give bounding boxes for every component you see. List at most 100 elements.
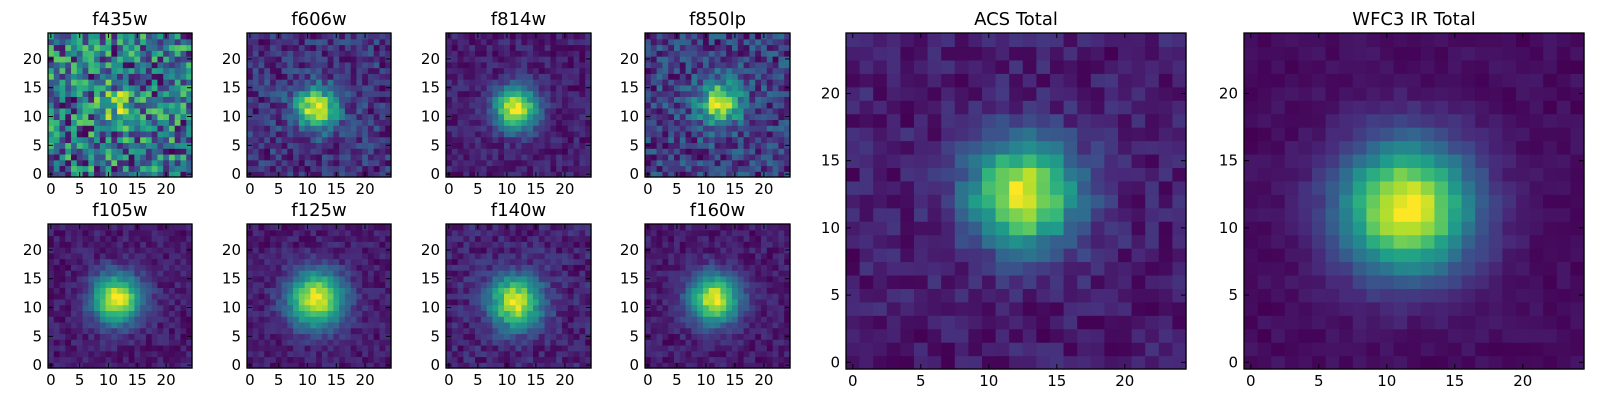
heatmap-cell [145,339,153,346]
heatmap-cell [674,79,681,86]
heatmap-cell [88,38,95,46]
heatmap-cell [168,102,176,109]
heatmap-cell [151,148,159,155]
heatmap-cell [373,73,381,80]
heatmap-cell [573,275,580,283]
heatmap-cell [778,79,785,86]
heatmap-cell [720,56,727,63]
heatmap-cell [504,270,511,277]
heatmap-cell [650,50,658,57]
heatmap-cell [333,61,340,69]
heatmap-cell [544,113,551,120]
heatmap-cell [679,130,687,138]
heatmap-cell [310,252,317,260]
heatmap-cell [333,258,340,265]
heatmap-cell [321,362,329,369]
heatmap-cell [252,142,260,149]
heatmap-cell [784,293,791,300]
heatmap-cell [333,159,340,167]
heatmap-cell [743,304,750,311]
heatmap-cell [749,298,756,306]
heatmap-cell [492,107,499,115]
heatmap-cell [521,350,528,358]
heatmap-cell [186,67,193,74]
heatmap-cell [373,171,381,178]
heatmap-cell [650,287,658,294]
heatmap-cell [451,270,459,277]
heatmap-cell [691,50,698,57]
heatmap-cell [515,321,522,329]
heatmap-cell [567,61,575,69]
heatmap-cell [310,96,317,103]
heatmap-cell [82,264,89,271]
heatmap-cell [350,119,358,126]
heatmap-cell [356,73,363,80]
heatmap-cell [755,310,762,317]
heatmap-cell [339,125,346,132]
heatmap-cell [48,298,55,306]
x-tick-label: 15 [327,180,346,198]
heatmap-cell [498,350,505,358]
heatmap-cell [708,281,716,288]
heatmap-cell [65,293,72,300]
heatmap-cell [298,258,306,265]
heatmap-cell [645,44,652,51]
heatmap-cell [367,252,375,260]
heatmap-cell [344,356,352,363]
heatmap-cell [691,344,698,352]
heatmap-cell [556,56,563,63]
heatmap-cell [544,67,551,74]
heatmap-cell [258,107,265,115]
heatmap-cell [650,321,658,329]
heatmap-cell [743,107,750,115]
heatmap-cell [344,142,352,149]
heatmap-cell [287,38,294,46]
heatmap-cell [755,61,762,69]
heatmap-cell [163,321,170,329]
heatmap-cell [134,90,141,97]
x-tick-label: 5 [473,371,483,389]
heatmap-cell [258,79,265,86]
heatmap-cell [174,350,182,358]
heatmap-cell [533,264,540,271]
heatmap-cell [174,281,182,288]
heatmap-cell [475,125,482,132]
heatmap-cell [446,44,453,51]
heatmap-cell [367,153,375,161]
heatmap-cell [373,229,381,237]
heatmap-cell [140,33,147,40]
heatmap-cell [527,159,534,167]
heatmap-cell [287,113,294,120]
heatmap-cell [350,61,358,69]
heatmap-cell [53,79,61,86]
heatmap-cell [533,321,540,329]
heatmap-cell [344,125,352,132]
heatmap-cell [451,90,459,97]
heatmap-cell [515,90,522,97]
heatmap-cell [82,224,89,231]
heatmap-cell [270,102,277,109]
heatmap-cell [726,61,733,69]
heatmap-cell [469,327,476,335]
heatmap-cell [344,165,352,172]
heatmap-cell [486,56,493,63]
heatmap-cell [469,119,476,126]
heatmap-cell [59,84,66,92]
heatmap-cell [270,327,277,335]
heatmap-cell [451,96,459,103]
heatmap-cell [275,79,283,86]
heatmap-cell [128,79,135,86]
heatmap-cell [784,96,791,103]
heatmap-cell [247,90,254,97]
heatmap-cell [373,130,381,138]
heatmap-cell [258,142,265,149]
heatmap-cell [186,148,193,155]
heatmap-cell [778,142,785,149]
heatmap-cell [656,38,663,46]
heatmap-cell [117,56,124,63]
heatmap-cell [469,148,476,155]
heatmap-cell [82,287,89,294]
heatmap-cell [59,316,66,323]
heatmap-cell [469,159,476,167]
heatmap-cell [509,67,517,74]
